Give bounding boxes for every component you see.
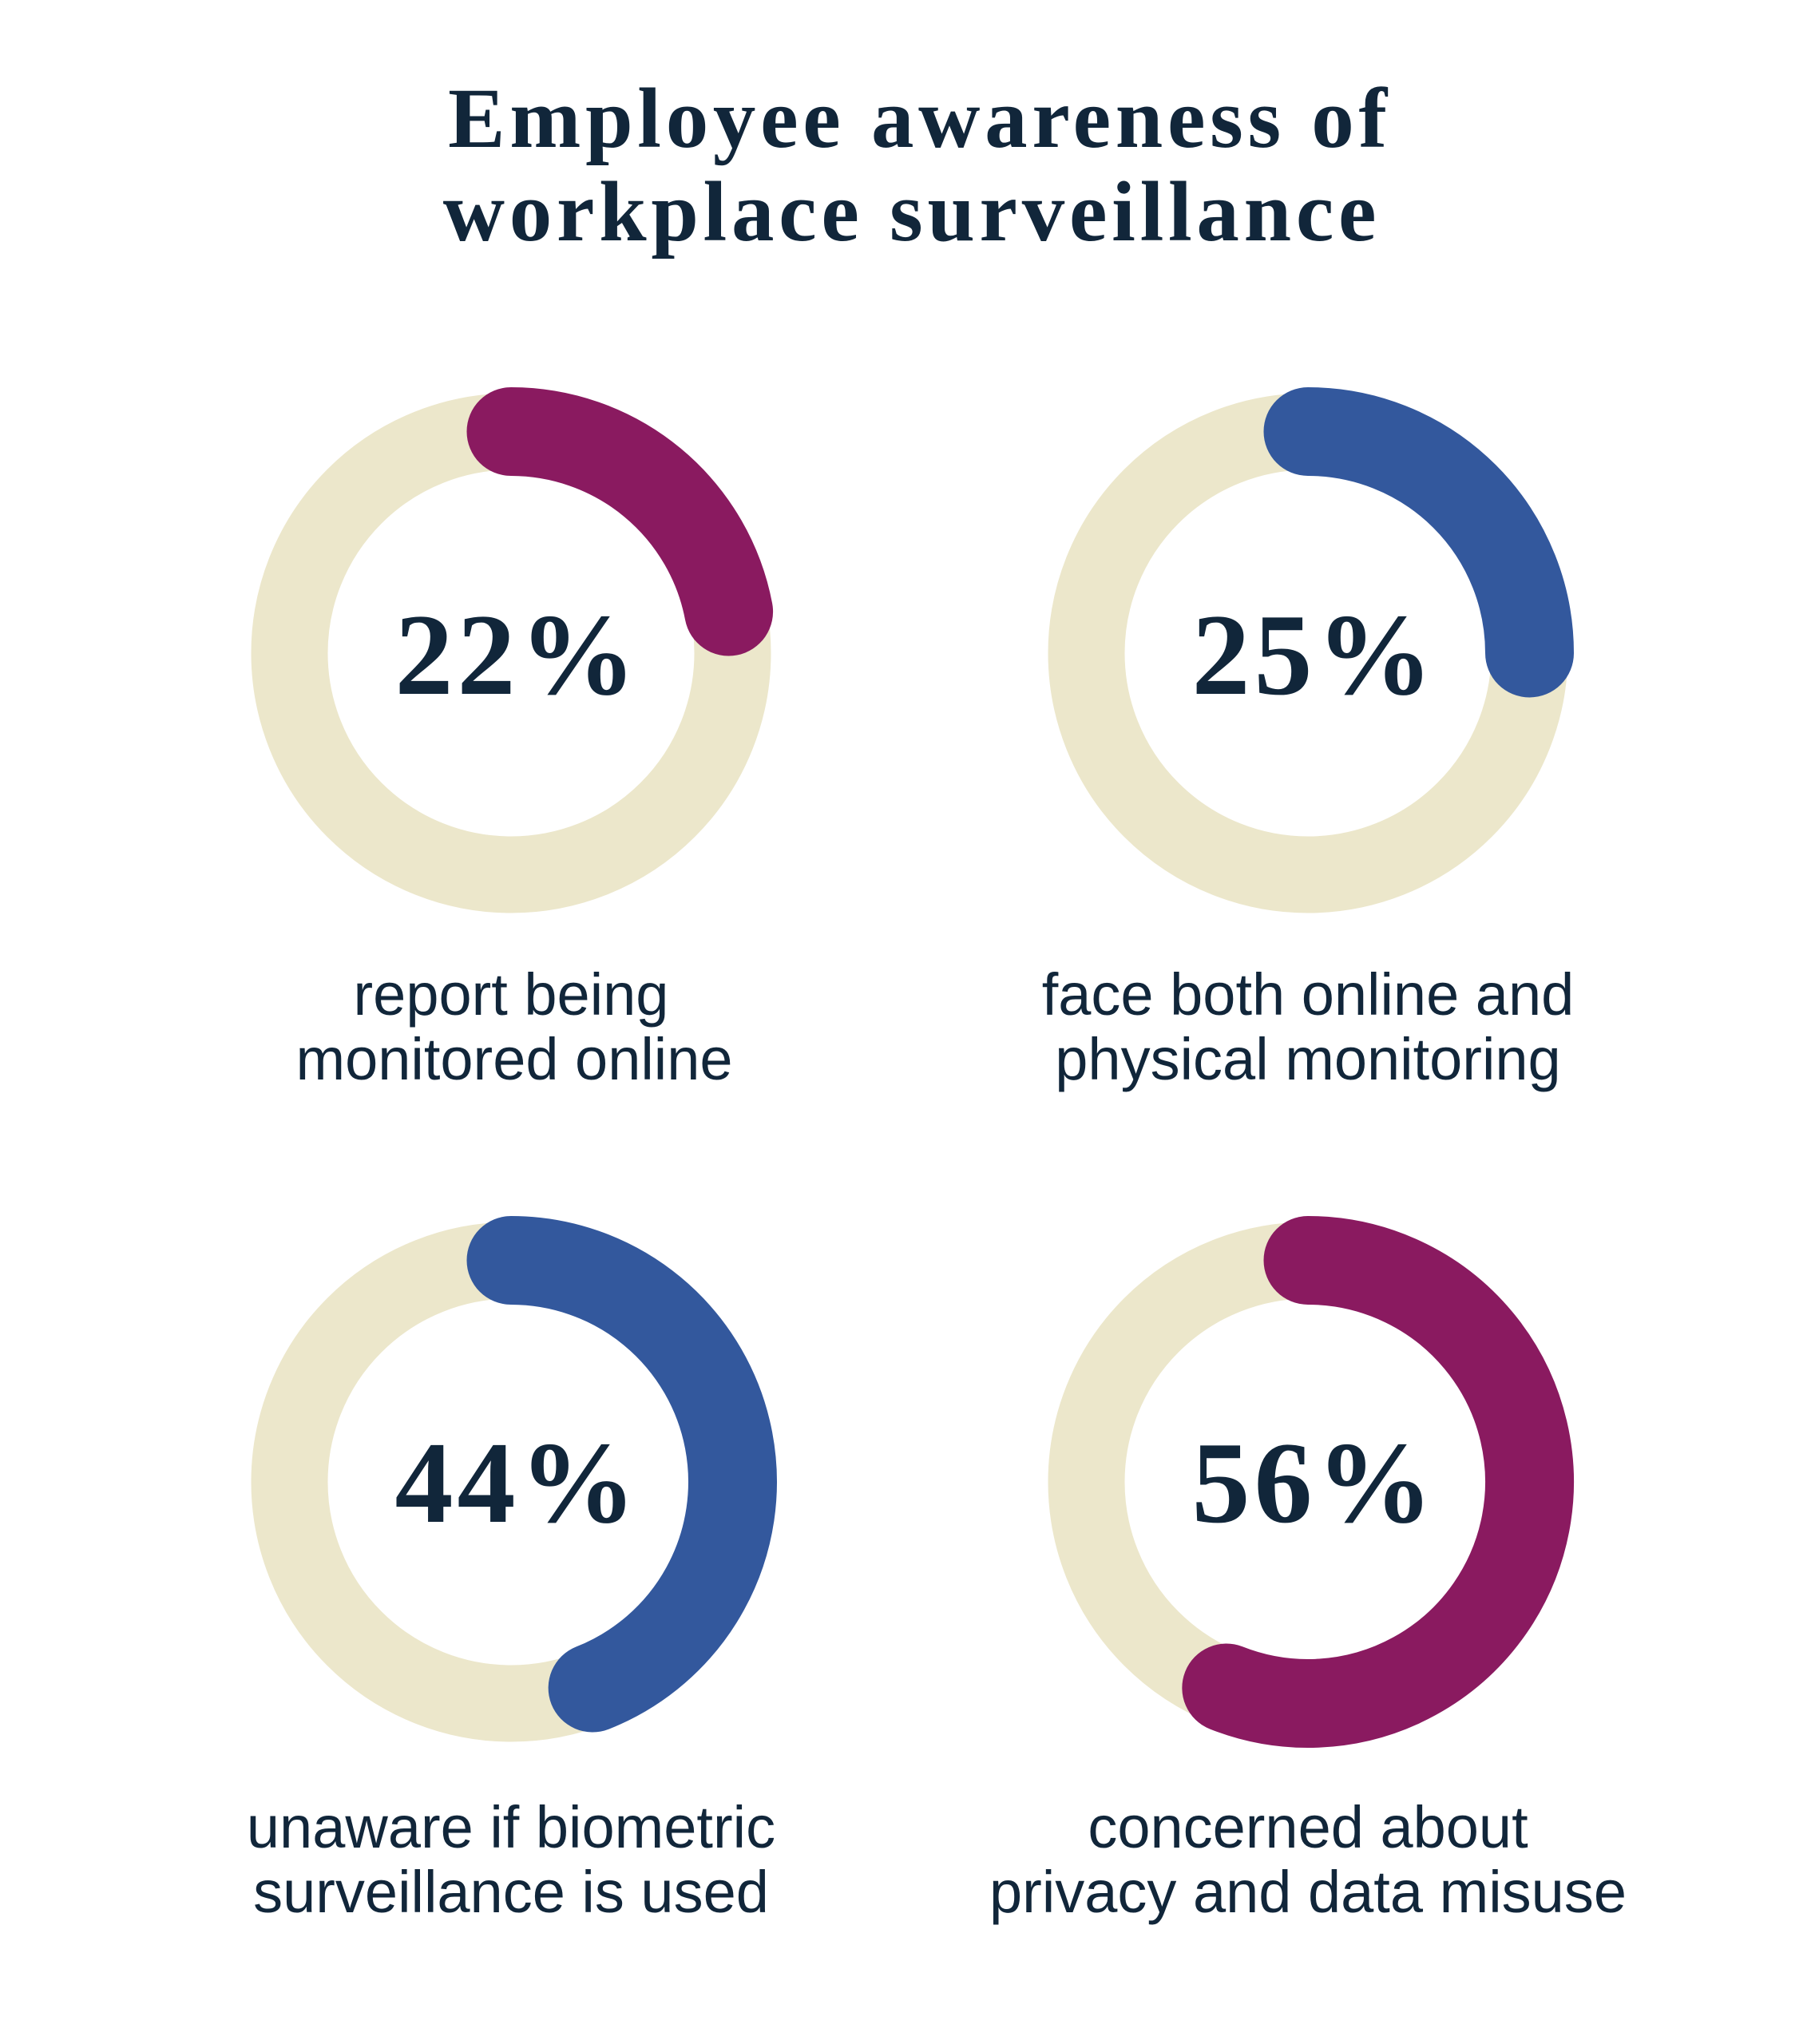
svg-text:report being: report being <box>354 961 669 1028</box>
svg-text:22%: 22% <box>395 590 640 719</box>
svg-text:56%: 56% <box>1192 1418 1437 1547</box>
svg-text:unaware if biometric: unaware if biometric <box>247 1794 775 1860</box>
svg-text:25%: 25% <box>1192 590 1437 719</box>
svg-text:face both online and: face both online and <box>1042 961 1575 1028</box>
svg-text:workplace surveillance: workplace surveillance <box>443 165 1381 259</box>
svg-text:privacy and data misuse: privacy and data misuse <box>989 1859 1627 1925</box>
svg-text:Employee awareness of: Employee awareness of <box>448 72 1392 166</box>
svg-text:44%: 44% <box>395 1418 640 1547</box>
svg-text:monitored online: monitored online <box>295 1026 732 1092</box>
svg-text:surveillance is used: surveillance is used <box>253 1859 769 1925</box>
svg-text:physical monitoring: physical monitoring <box>1055 1026 1560 1092</box>
svg-text:concerned about: concerned about <box>1088 1794 1528 1860</box>
